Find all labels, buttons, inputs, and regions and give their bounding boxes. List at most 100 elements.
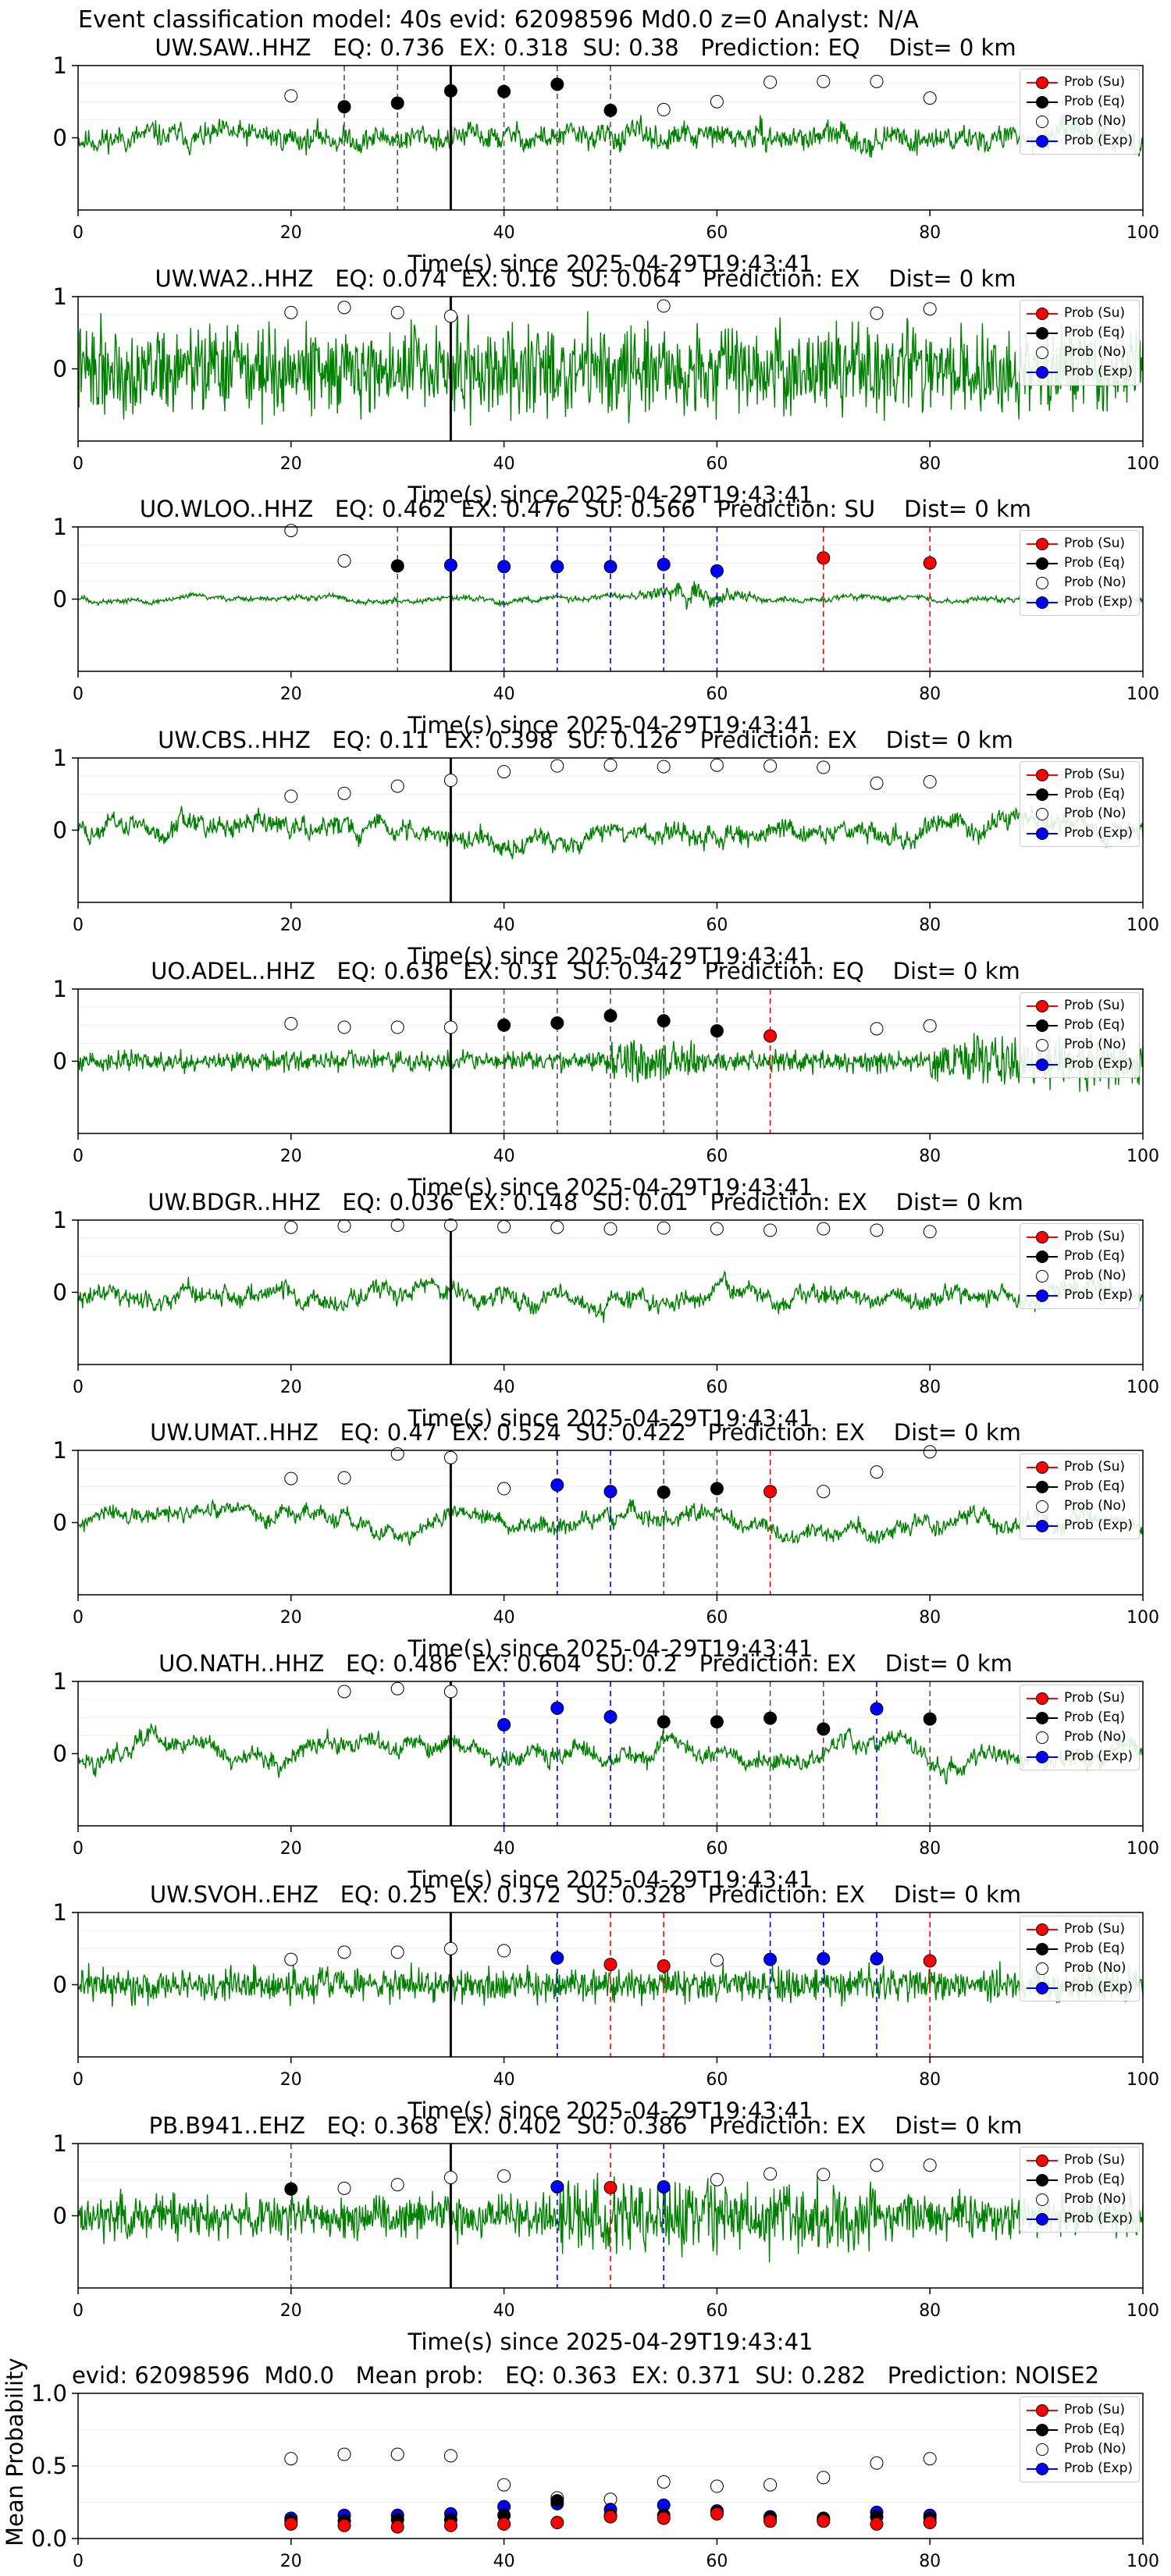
x-tick-label: 0 xyxy=(73,1608,84,1628)
legend-entry: Prob (Exp) xyxy=(1027,1055,1133,1074)
x-tick-label: 0 xyxy=(73,454,84,474)
prob-point-exp xyxy=(550,1701,564,1715)
legend-entry: Prob (Exp) xyxy=(1027,824,1133,843)
legend-label: Prob (Su) xyxy=(1064,998,1125,1013)
x-tick-label: 80 xyxy=(919,1608,941,1628)
legend-label: Prob (No) xyxy=(1064,1729,1127,1745)
legend-label: Prob (Exp) xyxy=(1064,364,1134,379)
legend-label: Prob (No) xyxy=(1064,806,1127,821)
legend-entry: Prob (Exp) xyxy=(1027,2209,1133,2229)
legend-swatch xyxy=(1027,826,1058,841)
x-tick-label: 80 xyxy=(919,1147,941,1166)
legend-marker xyxy=(1036,2193,1048,2206)
prob-point-no xyxy=(443,1450,457,1464)
prob-point-exp xyxy=(550,1478,564,1492)
legend-entry: Prob (Su) xyxy=(1027,2151,1133,2170)
legend: Prob (Su) Prob (Eq) Prob (No) Prob (Exp) xyxy=(1020,2396,1141,2482)
legend-swatch xyxy=(1027,556,1058,571)
x-tick-label: 40 xyxy=(493,2070,515,2090)
x-tick-label: 0 xyxy=(73,916,84,935)
prob-point-exp xyxy=(550,560,564,574)
prob-point-no xyxy=(870,306,884,320)
legend-label: Prob (No) xyxy=(1064,344,1127,360)
y-tick-label: 1 xyxy=(53,52,67,79)
legend-marker xyxy=(1036,2462,1048,2475)
prob-point-exp xyxy=(817,1952,831,1966)
x-tick-label: 100 xyxy=(1127,223,1159,243)
mean-prob-point-su xyxy=(763,2514,778,2528)
legend-label: Prob (Exp) xyxy=(1064,2211,1134,2226)
legend-marker xyxy=(1036,1269,1048,1283)
x-tick-label: 0 xyxy=(73,1378,84,1397)
prob-point-no xyxy=(443,309,457,323)
legend-marker xyxy=(1036,2403,1048,2417)
waveform-trace xyxy=(77,1961,1144,2007)
legend-swatch xyxy=(1027,2442,1058,2457)
legend-entry: Prob (Eq) xyxy=(1027,1016,1133,1035)
x-tick-label: 40 xyxy=(493,1839,515,1859)
mean-prob-point-su xyxy=(657,2511,671,2525)
legend-entry: Prob (Eq) xyxy=(1027,2170,1133,2190)
legend-entry: Prob (Exp) xyxy=(1027,1978,1133,1998)
x-axis-label: Time(s) since 2025-04-29T19:43:41 xyxy=(408,712,813,738)
legend-marker xyxy=(1036,788,1048,801)
legend-entry: Prob (Eq) xyxy=(1027,92,1133,112)
legend-marker xyxy=(1036,1480,1048,1493)
legend-marker xyxy=(1036,2173,1048,2186)
legend-label: Prob (Eq) xyxy=(1064,94,1125,109)
panel-title: UO.WLOO..HHZ EQ: 0.462 EX: 0.476 SU: 0.5… xyxy=(139,496,1032,522)
prob-point-no xyxy=(390,779,404,793)
prob-point-no xyxy=(763,1223,778,1237)
prob-point-no xyxy=(817,1485,831,1499)
legend-entry: Prob (Su) xyxy=(1027,304,1133,323)
prob-point-exp xyxy=(603,1710,618,1724)
legend-swatch xyxy=(1027,2403,1058,2418)
legend-swatch xyxy=(1027,2461,1058,2477)
legend: Prob (Su) Prob (Eq) Prob (No) Prob (Exp) xyxy=(1020,761,1141,847)
prob-point-no xyxy=(710,2172,724,2186)
prob-point-no xyxy=(923,302,937,316)
x-tick-label: 20 xyxy=(280,2552,302,2571)
prob-point-no xyxy=(390,1020,404,1034)
prob-point-no xyxy=(337,1945,351,1959)
legend-marker xyxy=(1036,76,1048,89)
y-tick-label: 1 xyxy=(53,1207,67,1233)
legend-entry: Prob (No) xyxy=(1027,1959,1133,1978)
y-tick-label: 0 xyxy=(53,1048,67,1075)
legend-swatch xyxy=(1027,1941,1058,1957)
legend-swatch xyxy=(1027,2422,1058,2438)
prob-point-su xyxy=(657,1959,671,1973)
prob-point-no xyxy=(497,1482,511,1496)
prob-point-no xyxy=(710,1953,724,1967)
axes-frame xyxy=(77,757,1144,903)
x-tick-label: 60 xyxy=(706,916,728,935)
mean-prob-point-eq xyxy=(550,2494,564,2508)
prob-point-no xyxy=(870,1022,884,1036)
prob-point-no xyxy=(657,1221,671,1235)
y-tick-label: 0.5 xyxy=(31,2453,67,2479)
legend-swatch xyxy=(1027,1057,1058,1073)
y-axis-label: Mean Probability xyxy=(2,2357,28,2546)
x-axis-label: Time(s) since 2025-04-29T19:43:41 xyxy=(408,943,813,970)
prob-point-exp xyxy=(657,2180,671,2194)
legend-entry: Prob (Exp) xyxy=(1027,592,1133,612)
legend-label: Prob (No) xyxy=(1064,1037,1127,1052)
legend-swatch xyxy=(1027,2211,1058,2227)
legend-entry: Prob (Su) xyxy=(1027,765,1133,785)
axes-frame xyxy=(77,526,1144,672)
x-tick-label: 100 xyxy=(1127,1839,1159,1859)
legend-entry: Prob (No) xyxy=(1027,343,1133,362)
x-tick-label: 100 xyxy=(1127,916,1159,935)
prob-point-su xyxy=(603,2180,618,2194)
prob-point-no xyxy=(284,89,298,103)
panel-title: UW.CBS..HHZ EQ: 0.11 EX: 0.398 SU: 0.126… xyxy=(158,727,1013,753)
y-tick-label: 0.0 xyxy=(31,2525,67,2552)
prob-point-no xyxy=(337,786,351,800)
legend-label: Prob (Eq) xyxy=(1064,2172,1125,2187)
legend-marker xyxy=(1036,1230,1048,1244)
legend-label: Prob (Su) xyxy=(1064,1229,1125,1244)
legend-swatch xyxy=(1027,94,1058,110)
x-tick-label: 40 xyxy=(493,2552,515,2571)
legend-entry: Prob (Eq) xyxy=(1027,323,1133,343)
